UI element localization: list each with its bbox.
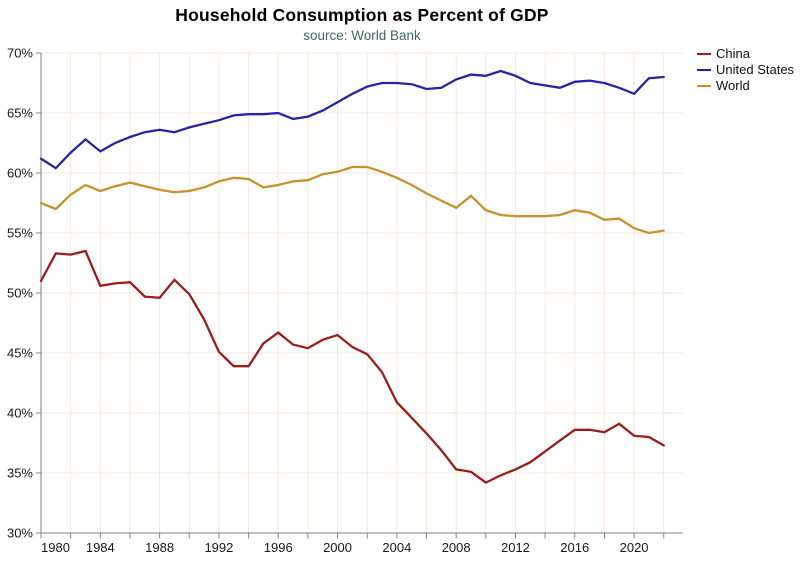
y-axis-ticks: 30% 35% 40% 45% 50% 55% 60% 65% 70%	[7, 46, 41, 541]
legend-item-united-states: United States	[697, 63, 794, 76]
line-china	[39, 249, 665, 484]
y-tick-label: 55%	[7, 226, 33, 241]
x-tick-label: 2008	[442, 540, 471, 555]
y-tick-label: 50%	[7, 286, 33, 301]
legend-label: World	[716, 78, 750, 93]
line-world	[39, 165, 665, 235]
chart-title: Household Consumption as Percent of GDP	[175, 5, 549, 25]
y-tick-label: 35%	[7, 466, 33, 481]
y-tick-label: 30%	[7, 526, 33, 541]
y-tick-label: 70%	[7, 46, 33, 61]
legend: China United States World	[697, 47, 794, 92]
x-axis-ticks: 1980 1984 1988 1992 1996 2000 2004 2008 2012 2016…	[40, 533, 665, 555]
x-tick-label: 2016	[560, 540, 589, 555]
y-tick-label: 65%	[7, 106, 33, 121]
legend-swatch	[697, 52, 711, 55]
y-tick-label: 45%	[7, 346, 33, 361]
chart-subtitle: source: World Bank	[303, 28, 421, 43]
x-tick-label: 2004	[382, 540, 411, 555]
x-tick-label: 1992	[204, 540, 233, 555]
x-tick-label: 1988	[145, 540, 174, 555]
x-tick-label: 2000	[323, 540, 352, 555]
legend-swatch	[697, 84, 711, 87]
x-tick-label: 1996	[264, 540, 293, 555]
legend-swatch	[697, 68, 711, 71]
x-tick-label: 1980	[41, 540, 70, 555]
x-tick-label: 2012	[501, 540, 530, 555]
legend-item-china: China	[697, 47, 794, 60]
gridlines	[40, 52, 683, 534]
line-united-states	[39, 69, 665, 170]
y-tick-label: 60%	[7, 166, 33, 181]
legend-item-world: World	[697, 79, 794, 92]
legend-label: China	[716, 46, 750, 61]
y-tick-label: 40%	[7, 406, 33, 421]
legend-label: United States	[716, 62, 795, 77]
x-tick-label: 2020	[620, 540, 649, 555]
x-tick-label: 1984	[86, 540, 115, 555]
